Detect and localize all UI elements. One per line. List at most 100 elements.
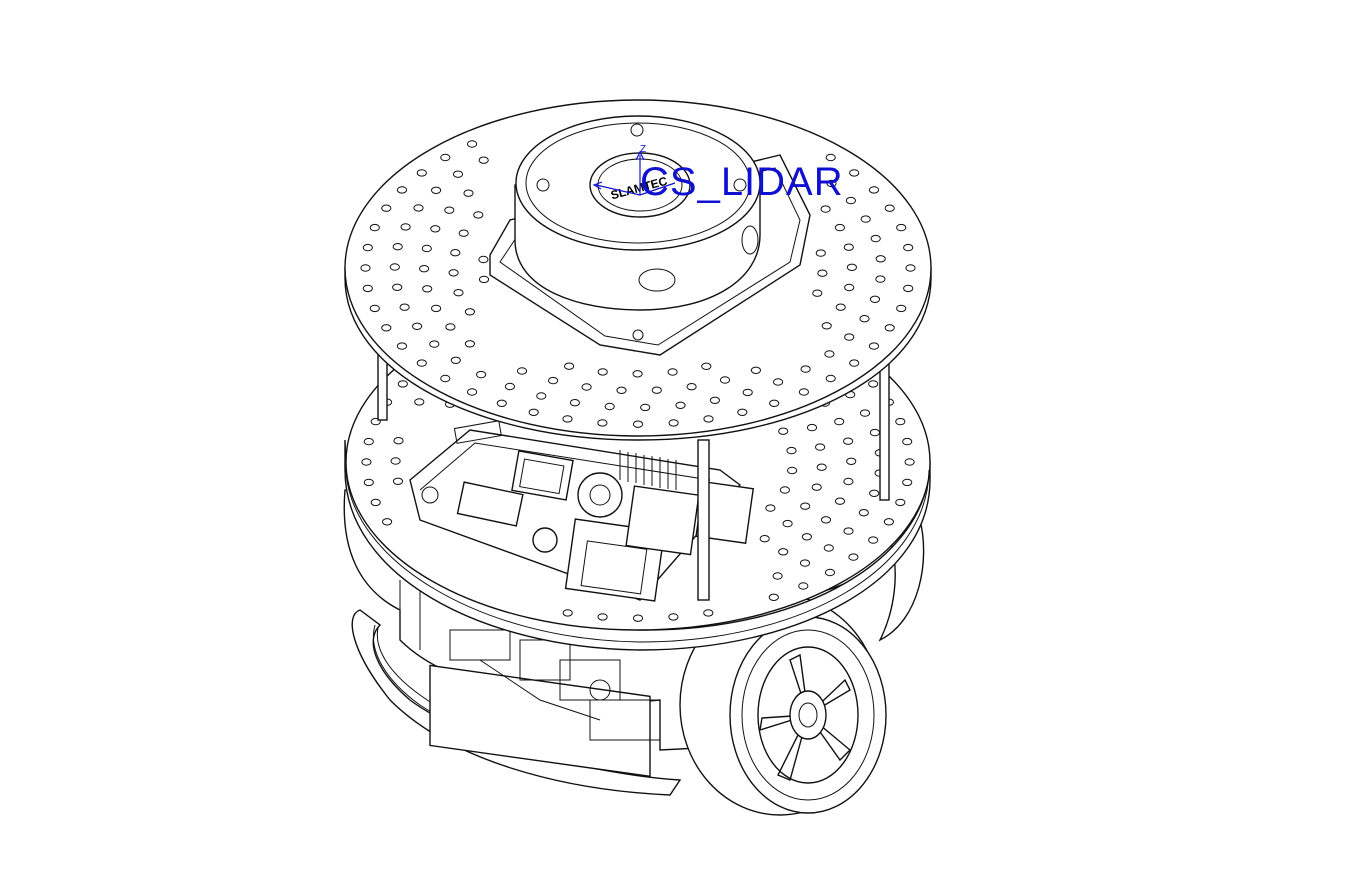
plate-hole [820,516,832,524]
plate-hole [392,283,403,291]
plate-hole [834,223,846,232]
plate-hole [430,225,441,233]
plate-hole [445,323,456,331]
plate-hole [834,497,846,505]
plate-hole [799,559,811,567]
plate-hole [798,582,809,590]
plate-hole [381,204,392,212]
plate-hole [772,572,783,580]
plate-hole [429,340,440,348]
plate-hole [779,486,791,494]
plate-hole [709,396,721,404]
plate-hole [413,204,424,212]
plate-hole [816,463,827,471]
plate-hole [806,423,818,432]
plate-hole [859,315,870,323]
plate-hole [719,376,731,384]
upper-plate-holes [360,140,916,428]
plate-hole [453,289,464,297]
plate-hole [569,399,581,407]
plate-hole [834,417,845,426]
plate-hole [883,518,895,526]
plate-hole [536,392,547,400]
plate-hole [604,402,615,411]
plate-hole [768,593,779,601]
plate-hole [773,378,784,386]
plate-hole [632,614,644,622]
plate-hole [870,234,881,243]
plate-hole [450,356,461,364]
plate-hole [845,196,857,205]
plate-hole [902,437,913,446]
plate-hole [504,382,515,391]
plate-hole [846,263,858,271]
plate-hole [393,437,404,445]
plate-hole [787,466,798,475]
plate-hole [859,409,871,417]
plate-hole [800,365,811,373]
plate-hole [675,401,686,409]
plate-hole [362,284,373,293]
plate-hole [769,399,780,407]
plate-hole [895,498,906,507]
plate-hole [825,374,836,383]
plate-hole [903,284,914,293]
plate-hole [884,204,895,212]
plate-hole [817,269,828,277]
plate-hole [905,264,916,272]
plate-hole [826,179,837,188]
plate-hole [895,417,906,426]
plate-hole [369,223,380,232]
plate-hole [516,367,528,375]
plate-hole [686,383,697,391]
coordinate-system-label[interactable]: CS_LIDAR [640,160,844,204]
plate-hole [421,244,432,253]
plate-hole [632,420,644,428]
plate-hole [419,265,430,273]
plate-hole [361,458,372,466]
plate-hole [370,498,381,507]
plate-hole [362,243,373,252]
plate-hole [824,568,836,577]
plate-hole [450,249,461,257]
plate-hole [396,186,408,194]
plate-hole [363,478,374,487]
plate-hole [416,359,427,367]
plate-hole [476,370,487,379]
plate-hole [397,380,408,388]
plate-hole [868,536,879,544]
plate-hole [382,518,393,526]
plate-hole [896,223,907,232]
plate-hole [812,289,823,297]
plate-hole [412,322,423,330]
plate-hole [759,535,770,543]
plate-hole [811,483,822,491]
plate-hole [846,457,857,465]
plate-hole [821,322,832,330]
plate-hole [843,527,854,535]
plate-hole [564,362,575,370]
plate-hole [820,205,831,213]
plate-hole [369,304,380,313]
plate-hole [381,324,392,332]
plate-hole [448,269,459,277]
plate-hole [422,285,433,293]
plate-hole [473,211,484,219]
plate-hole [392,243,403,251]
plate-hole [884,324,895,332]
plate-hole [414,398,425,406]
plate-hole [431,186,442,195]
plate-hole [464,340,475,348]
plate-hole [737,408,748,416]
plate-hole [742,388,753,397]
plate-hole [399,303,410,311]
plate-hole [903,243,914,252]
plate-hole [444,206,455,214]
plate-hole [798,388,810,396]
plate-hole [782,519,793,528]
plate-hole [824,350,835,358]
plate-hole [765,504,776,512]
plate-hole [778,548,789,556]
